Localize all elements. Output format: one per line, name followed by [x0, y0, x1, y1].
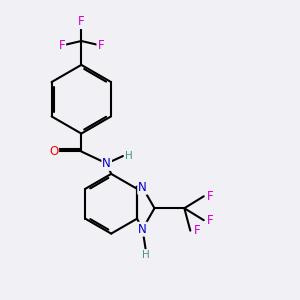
Text: F: F [58, 39, 65, 52]
Text: O: O [49, 145, 58, 158]
Text: F: F [207, 214, 214, 227]
Text: H: H [124, 151, 132, 161]
Text: H: H [142, 250, 149, 260]
Text: N: N [138, 223, 147, 236]
Text: N: N [138, 181, 147, 194]
Text: F: F [194, 224, 200, 237]
Text: F: F [78, 15, 85, 28]
Text: N: N [102, 157, 111, 170]
Text: F: F [98, 39, 104, 52]
Text: F: F [207, 190, 214, 203]
